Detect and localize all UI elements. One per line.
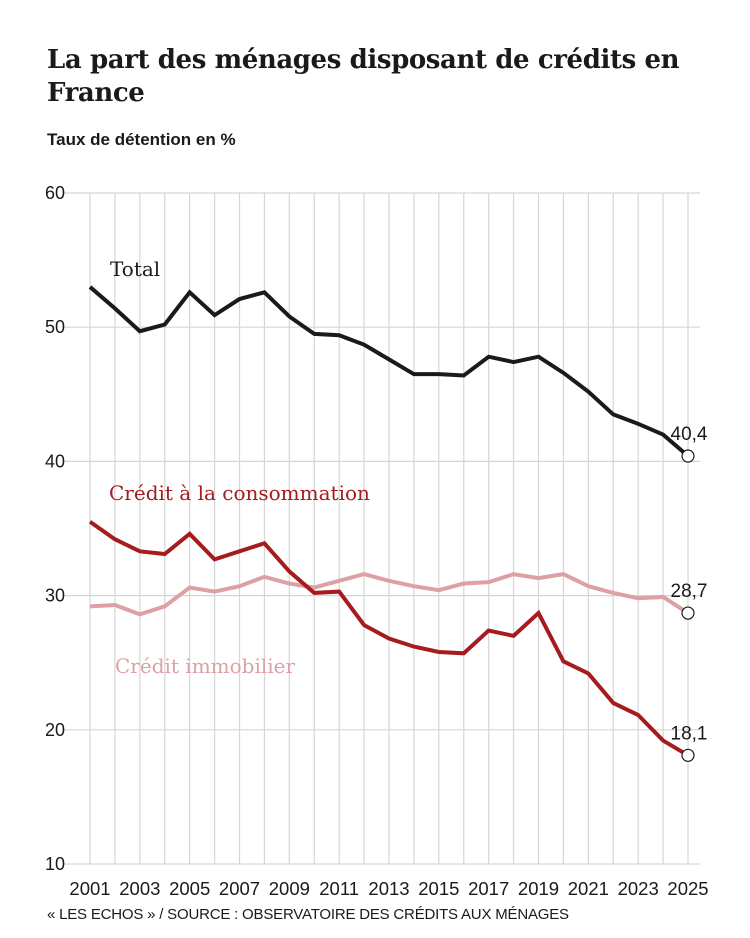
y-axis-ticks: 10 20 30 40 50 60	[45, 183, 65, 874]
end-point-marker	[681, 449, 695, 463]
x-tick-label: 2019	[518, 878, 559, 899]
y-tick-label: 60	[45, 183, 65, 203]
x-tick-label: 2015	[418, 878, 459, 899]
y-tick-label: 20	[45, 720, 65, 740]
end-point-marker	[681, 606, 695, 620]
series-labels: 40,4 18,1 28,7 Total Crédit à la consommatio…	[109, 257, 708, 762]
end-point-marker	[681, 748, 695, 762]
series-line-2	[89, 572, 690, 617]
series-name-label: Crédit à la consommation	[109, 481, 370, 505]
y-tick-label: 50	[45, 317, 65, 337]
x-tick-label: 2023	[618, 878, 659, 899]
chart-title: La part des ménages disposant de crédits…	[47, 45, 680, 108]
series-name-label: Crédit immobilier	[115, 654, 295, 678]
x-tick-label: 2013	[368, 878, 409, 899]
source-note: « LES ECHOS » / SOURCE : OBSERVATOIRE DE…	[47, 906, 569, 923]
x-tick-label: 2007	[219, 878, 260, 899]
x-tick-label: 2025	[667, 878, 708, 899]
y-tick-label: 10	[45, 854, 65, 874]
x-tick-label: 2009	[269, 878, 310, 899]
series-line-1	[88, 520, 690, 758]
series-lines	[88, 285, 690, 758]
end-value-label: 18,1	[671, 723, 708, 744]
x-tick-label: 2017	[468, 878, 509, 899]
series-line-0	[88, 285, 690, 458]
x-tick-label: 2003	[119, 878, 160, 899]
y-tick-label: 30	[45, 586, 65, 606]
y-tick-label: 40	[45, 451, 65, 471]
x-axis-ticks: 2001 2003 2005 2007 2009 2011 2013 2015 2017 2019…	[69, 878, 708, 899]
grid	[64, 192, 700, 865]
x-tick-label: 2021	[568, 878, 609, 899]
chart-subtitle: Taux de détention en %	[47, 130, 236, 149]
x-tick-label: 2011	[319, 878, 359, 899]
x-tick-label: 2001	[69, 878, 110, 899]
end-value-label: 40,4	[671, 424, 708, 445]
x-tick-label: 2005	[169, 878, 210, 899]
end-value-label: 28,7	[671, 581, 708, 602]
series-name-label: Total	[110, 257, 160, 281]
